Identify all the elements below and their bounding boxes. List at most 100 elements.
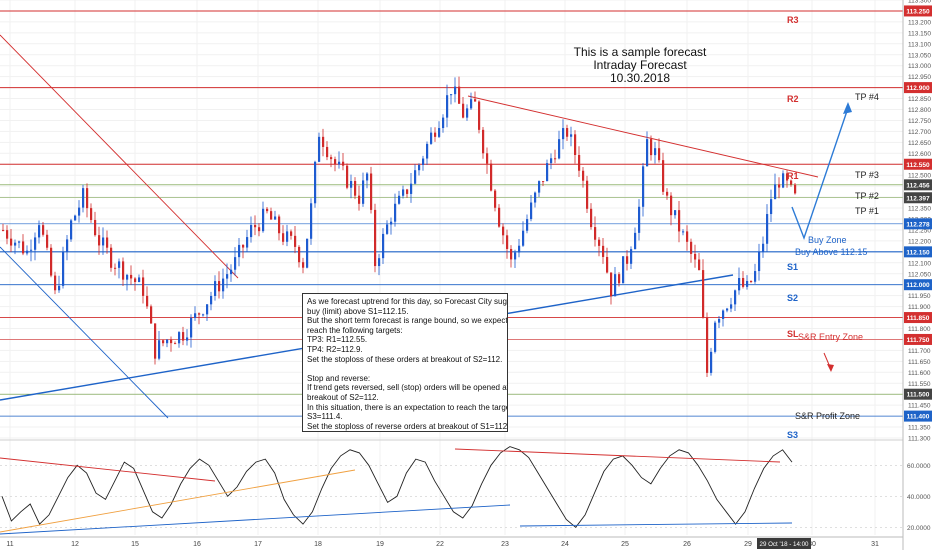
- level-label-s3: S3: [787, 430, 799, 440]
- candle-body: [582, 170, 585, 181]
- candle-body: [622, 256, 625, 284]
- candle-body: [438, 128, 441, 137]
- price-tag: [904, 5, 932, 17]
- candle-body: [466, 108, 469, 118]
- candle-body: [158, 340, 161, 359]
- candle-body: [30, 249, 33, 251]
- price-tag-label: 112.150: [906, 249, 930, 256]
- candle-body: [206, 304, 209, 315]
- candle-body: [26, 250, 29, 254]
- note-line: [307, 364, 503, 374]
- price-tag: [904, 333, 932, 345]
- candle-body: [146, 295, 149, 307]
- candle-body: [682, 231, 685, 233]
- level-label-s2: S2: [787, 293, 799, 303]
- note-line: TP4: R2=112.9.: [307, 344, 363, 354]
- candle-body: [538, 181, 541, 193]
- x-tick-label: 29: [744, 541, 752, 548]
- candle-body: [46, 234, 49, 248]
- price-tag: [904, 179, 932, 191]
- note-line: reach the following targets:: [307, 325, 403, 335]
- candle-body: [126, 274, 129, 280]
- candle-body: [730, 304, 733, 309]
- price-tag-label: 112.900: [906, 85, 930, 92]
- forecast-title: This is a sample forecast Intraday Forec…: [540, 46, 740, 85]
- x-tick-label: 11: [6, 541, 13, 548]
- x-tick-label: 15: [131, 541, 139, 548]
- candle-body: [274, 216, 277, 220]
- candle-body: [634, 232, 637, 250]
- candle-body: [54, 275, 57, 291]
- grid-lines: [0, 0, 903, 535]
- x-tick-label: 19: [376, 541, 384, 548]
- y-tick-label: 113.050: [908, 52, 931, 59]
- candle-body: [514, 252, 517, 260]
- candle-body: [382, 233, 385, 259]
- candle-body: [130, 274, 133, 279]
- forecast-note-box: As we forecast uptrend for this day, so …: [302, 293, 508, 432]
- candle-body: [2, 229, 5, 231]
- price-tag-label: 112.000: [906, 282, 930, 289]
- candle-body: [138, 277, 141, 283]
- candle-body: [174, 343, 177, 345]
- arrow-head-icon: [827, 364, 834, 372]
- y-tick-label: 111.350: [908, 425, 931, 432]
- candles-series: [2, 76, 797, 378]
- candle-body: [294, 235, 297, 247]
- candle-body: [690, 241, 693, 254]
- candle-body: [82, 188, 85, 208]
- level-label-r2: R2: [787, 94, 799, 104]
- candle-body: [186, 337, 189, 341]
- title-line-3: 10.30.2018: [609, 71, 671, 85]
- candle-body: [378, 258, 381, 267]
- candle-body: [74, 215, 77, 221]
- candle-body: [642, 166, 645, 207]
- price-tag-label: 112.456: [906, 182, 930, 189]
- candle-body: [390, 221, 393, 225]
- trend-line-red-resistance: [467, 95, 819, 178]
- y-tick-label: 113.000: [908, 63, 931, 70]
- candle-body: [654, 148, 657, 156]
- candle-body: [450, 94, 453, 96]
- price-tag-label: 111.850: [907, 315, 930, 322]
- candle-body: [210, 295, 213, 305]
- x-tick-label: 22: [436, 541, 444, 548]
- candle-body: [234, 257, 237, 270]
- candle-body: [670, 195, 673, 216]
- y-tick-label: 112.100: [908, 260, 931, 267]
- candle-body: [614, 274, 617, 297]
- y-tick-label: 112.850: [908, 96, 931, 103]
- candle-body: [594, 227, 597, 240]
- candle-body: [474, 99, 477, 102]
- y-tick-label: 112.050: [908, 271, 931, 278]
- oscillator-trend-blue: [0, 504, 511, 535]
- candle-body: [322, 136, 325, 147]
- price-tag: [904, 388, 932, 400]
- candle-body: [374, 209, 377, 267]
- candle-body: [242, 244, 245, 248]
- candle-body: [254, 225, 257, 228]
- candle-body: [306, 238, 309, 268]
- time-cursor-label: 29 Oct '18 - 14:00: [760, 541, 810, 548]
- y-tick-label: 112.200: [908, 238, 931, 245]
- oscillator-trend-red: [0, 457, 216, 482]
- oscillator-line: [1, 446, 793, 528]
- y-tick-label: 113.300: [908, 0, 931, 5]
- candle-body: [62, 251, 65, 286]
- candle-body: [570, 134, 573, 137]
- candle-body: [702, 270, 705, 318]
- candle-body: [334, 159, 337, 165]
- price-tag-label: 113.250: [906, 8, 930, 15]
- candle-body: [250, 225, 253, 238]
- level-label-r1: R1: [787, 171, 799, 181]
- candle-body: [746, 281, 749, 287]
- arrow-head-icon: [843, 102, 852, 114]
- candle-body: [762, 243, 765, 252]
- candle-body: [458, 86, 461, 104]
- title-line-2: Intraday Forecast: [593, 58, 687, 72]
- candle-body: [34, 237, 37, 250]
- candle-body: [362, 180, 365, 204]
- note-line: breakout of S2=112.: [307, 392, 379, 402]
